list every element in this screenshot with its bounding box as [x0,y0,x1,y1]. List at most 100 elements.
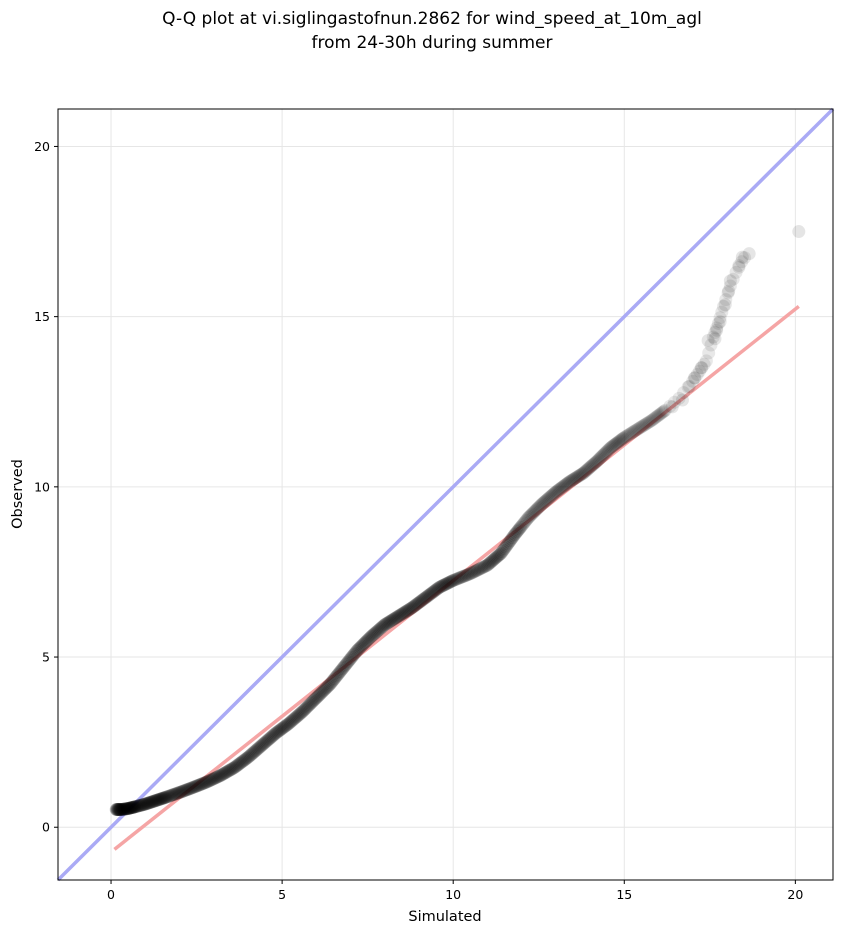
data-point [404,601,418,615]
data-point [682,379,696,393]
data-point [277,720,291,734]
data-point [511,523,525,537]
data-point [196,776,210,790]
data-point [316,684,330,698]
data-point [178,783,192,797]
data-point [345,650,359,664]
data-point [490,550,504,564]
data-point [329,670,343,684]
data-point [556,480,570,494]
data-point [255,739,269,753]
data-point [290,709,304,723]
data-point [476,560,490,574]
data-point [240,751,254,765]
data-point [341,655,355,669]
data-point [233,756,247,770]
data-point [114,803,128,817]
data-point [310,690,324,704]
data-point [362,632,376,646]
data-point [271,725,285,739]
data-point [382,615,396,629]
data-point [297,703,311,717]
data-point [412,596,426,610]
data-point [449,572,463,586]
data-point [397,606,411,620]
data-point [492,548,506,562]
data-point [423,587,437,601]
data-point [602,442,616,456]
data-point [540,493,554,507]
data-point [157,791,171,805]
data-point [419,590,433,604]
data-point [394,608,408,622]
data-point [539,494,553,508]
data-point [601,443,615,457]
data-point [305,695,319,709]
data-point [438,577,452,591]
data-point [284,714,298,728]
data-point [317,683,331,697]
data-point [463,567,477,581]
data-point [502,535,516,549]
data-point [263,732,277,746]
data-point [637,418,651,432]
data-point [115,802,129,816]
data-point [547,487,561,501]
data-point [710,321,724,335]
data-point [152,793,166,807]
data-point [585,458,599,472]
data-point [236,754,250,768]
data-point [193,778,207,792]
x-tick-label: 10 [445,887,461,902]
data-point [421,589,435,603]
data-point [398,605,412,619]
data-point [253,740,267,754]
data-point [183,782,197,796]
data-point [191,779,205,793]
data-point [322,678,336,692]
data-point [534,498,548,512]
data-point [289,710,303,724]
data-point [572,469,586,483]
data-point [446,573,460,587]
data-point [347,647,361,661]
data-point [722,284,736,298]
data-point [713,315,727,329]
fit-line-group [113,305,800,851]
data-point [466,565,480,579]
data-point [180,783,194,797]
data-point [168,787,182,801]
data-point [225,762,239,776]
data-point [337,660,351,674]
data-point [111,803,125,817]
data-point [315,685,329,699]
data-point [498,542,512,556]
data-point [126,800,140,814]
data-point [245,746,259,760]
data-point [401,604,415,618]
data-point [415,593,429,607]
data-point [507,529,521,543]
data-point [560,476,574,490]
data-point [166,788,180,802]
data-point [647,412,661,426]
data-point [681,380,695,394]
data-point [215,768,229,782]
data-point [599,445,613,459]
data-point [632,421,646,435]
data-point [129,800,143,814]
data-point [641,416,655,430]
data-point [144,795,158,809]
y-tick-label: 10 [34,479,50,494]
data-point [614,433,628,447]
data-point [174,785,188,799]
data-point [342,653,356,667]
data-point [175,785,189,799]
data-point [247,745,261,759]
data-point [239,752,253,766]
data-point [646,413,660,427]
data-point [581,462,595,476]
data-point [227,761,241,775]
data-point [340,656,354,670]
data-point [523,509,537,523]
